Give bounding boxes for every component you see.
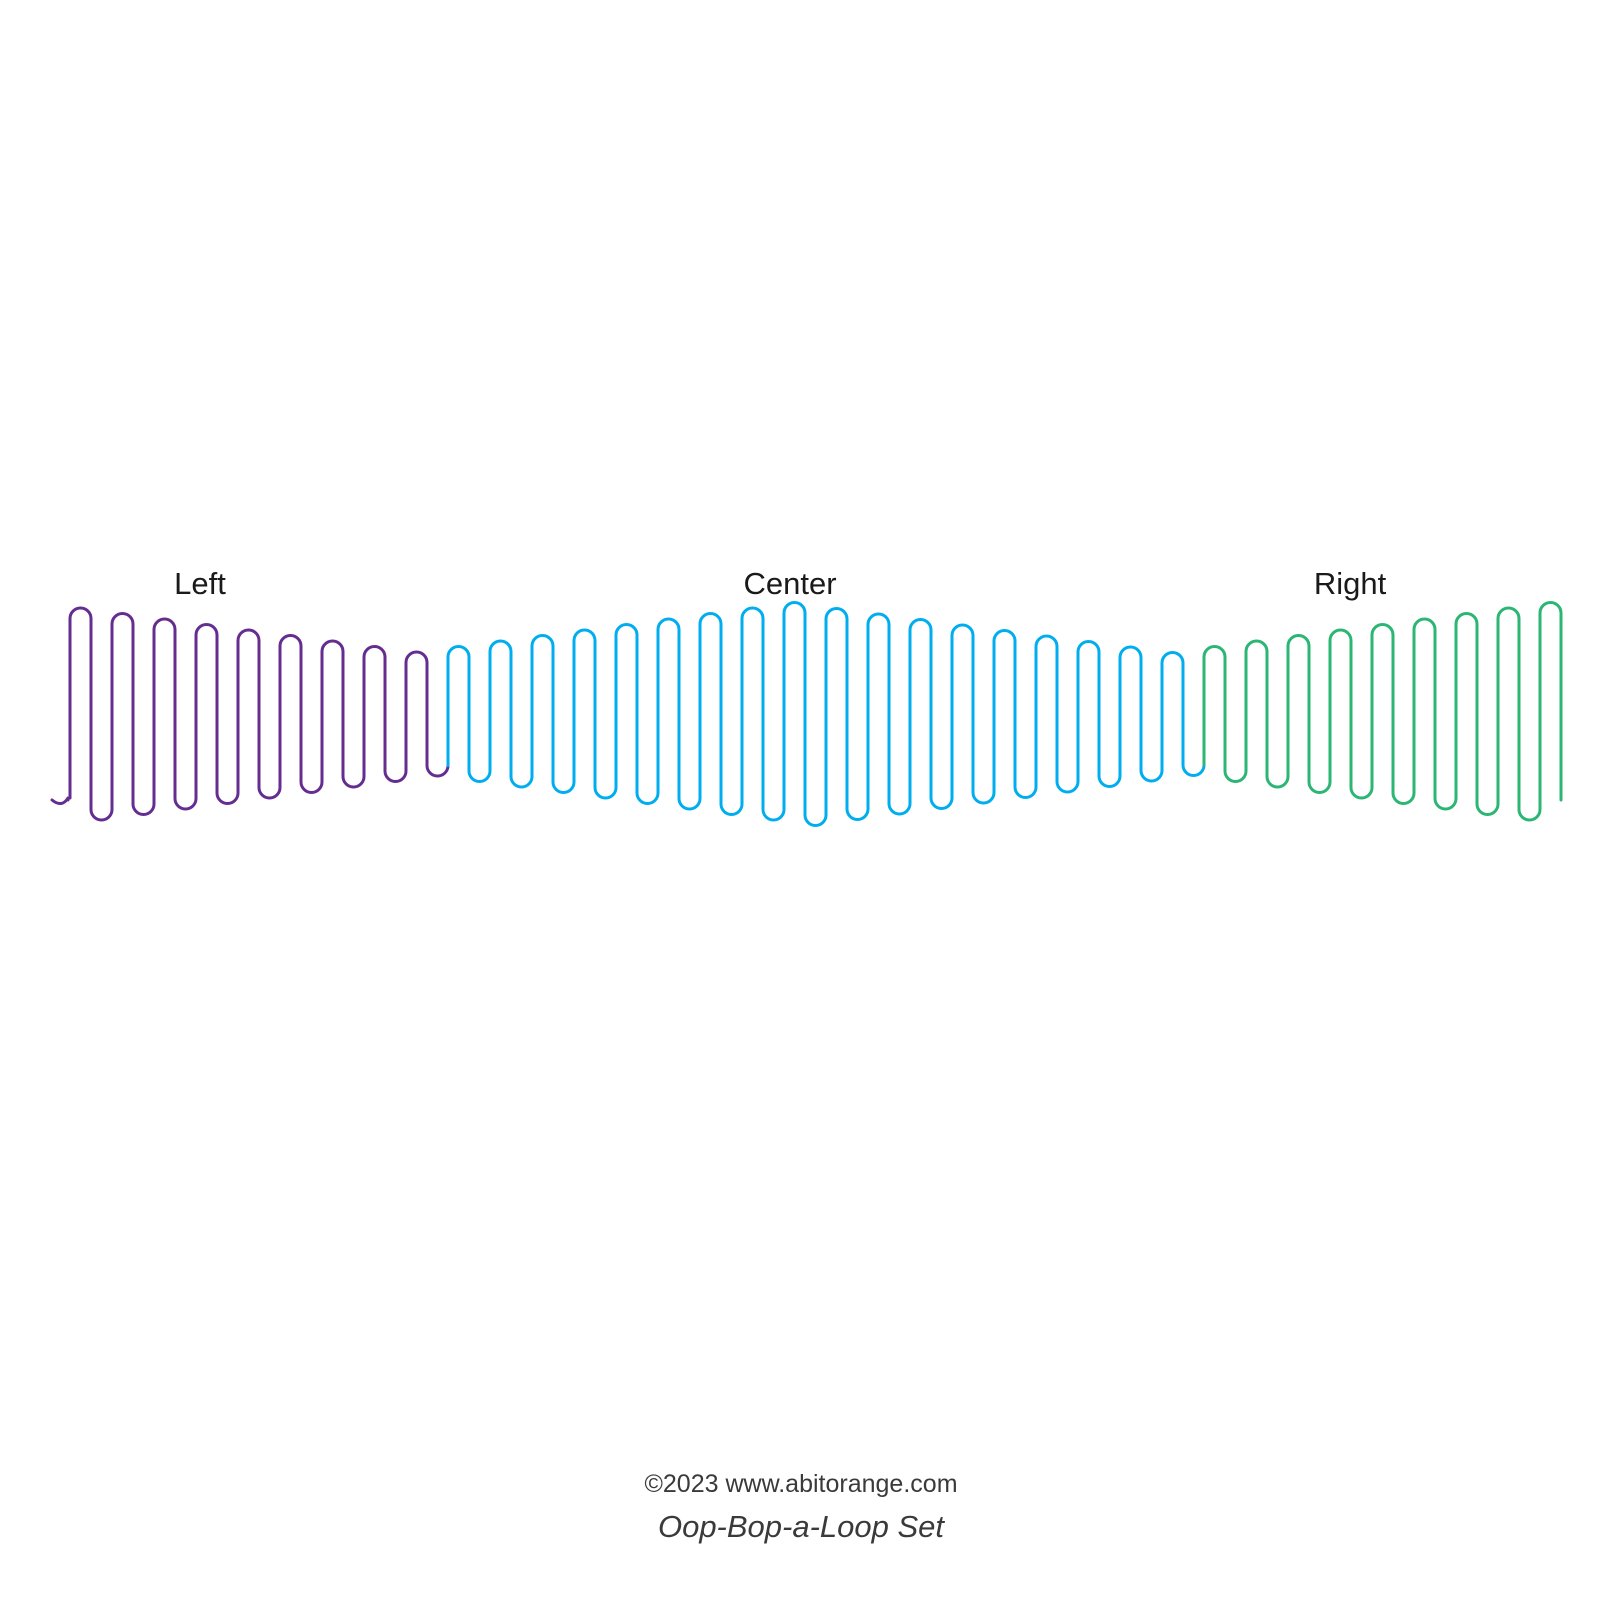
label-center: Center [743, 566, 837, 601]
set-name: Oop-Bop-a-Loop Set [657, 1509, 945, 1544]
right-loop-segment [1202, 601, 1563, 822]
center-loop-segment [446, 601, 1206, 827]
copyright-text: ©2023 www.abitorange.com [644, 1470, 958, 1498]
label-left: Left [174, 566, 226, 601]
left-loop-segment [50, 606, 450, 822]
label-right: Right [1313, 566, 1387, 601]
